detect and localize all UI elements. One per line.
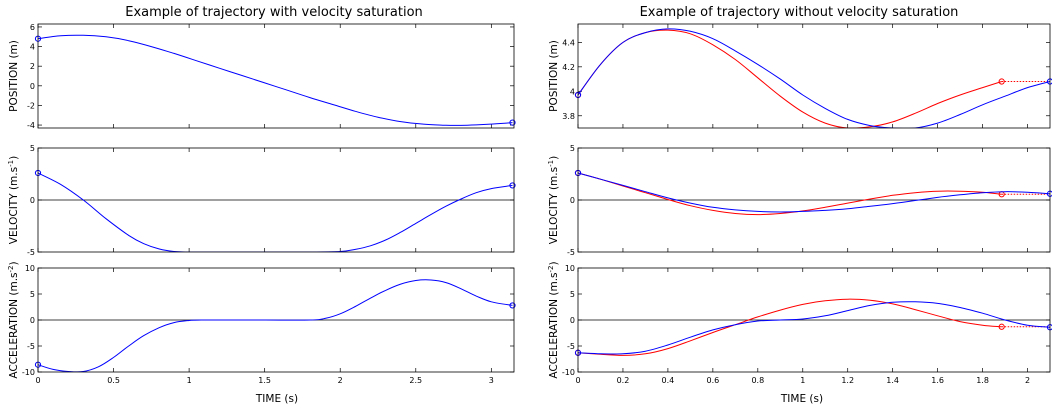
left-acceleration-ytick-label: -10 — [22, 368, 35, 377]
right-acceleration-series-blue — [578, 301, 1050, 355]
right-xtick-label: 1.6 — [931, 376, 944, 385]
left-velocity-series-blue — [38, 172, 513, 252]
right-position-ytick-label: 4.2 — [562, 63, 575, 72]
right-position-ytick-label: 4 — [570, 87, 575, 96]
right-velocity-ytick-label: 5 — [570, 144, 575, 153]
right-xtick-label: 1.4 — [886, 376, 899, 385]
left-velocity-ytick-label: 0 — [30, 196, 35, 205]
left-xtick-label: 0 — [35, 376, 40, 385]
right-chart-title: Example of trajectory without velocity s… — [640, 5, 959, 20]
right-position-ytick-label: 4.4 — [562, 38, 575, 47]
left-acceleration-frame — [37, 267, 515, 373]
right-position-endpoint-red — [998, 78, 1005, 85]
right-acceleration-endpoint-red — [998, 323, 1005, 330]
right-xtick-label: 0 — [575, 376, 580, 385]
left-velocity-ytick-label: 5 — [30, 144, 35, 153]
right-position-subplot: 3.8 4 4.2 4.4 — [562, 23, 1052, 129]
right-acceleration-series-red — [578, 298, 1002, 356]
left-xtick-label: 2 — [338, 376, 343, 385]
right-xtick-label: 2 — [1025, 376, 1030, 385]
left-acceleration-ytick-label: 5 — [30, 290, 35, 299]
right-velocity-frame — [577, 147, 1051, 253]
left-position-series-blue — [38, 34, 513, 126]
right-xtick-label: 1.8 — [976, 376, 989, 385]
right-acceleration-ytick-label: -10 — [562, 368, 575, 377]
left-position-ytick-label: 6 — [30, 23, 35, 32]
right-position-frame — [577, 23, 1051, 129]
left-velocity-endpoint-blue — [509, 182, 516, 189]
right-velocity-series-red — [578, 172, 1002, 216]
left-xtick-label: 1 — [187, 376, 192, 385]
left-velocity-y-label: VELOCITY (m.s-1) — [7, 156, 20, 244]
right-position-y-label: POSITION (m) — [548, 40, 560, 112]
right-xtick-label: 0.2 — [617, 376, 630, 385]
right-position-series-red — [578, 29, 1002, 128]
right-x-axis-label: TIME (s) — [780, 393, 823, 405]
left-position-ytick-label: -2 — [27, 101, 35, 110]
right-velocity-series-blue — [578, 172, 1050, 213]
left-xtick-label: 2.5 — [409, 376, 422, 385]
left-acceleration-ytick-label: -5 — [27, 342, 35, 351]
left-position-ytick-label: 2 — [30, 62, 35, 71]
left-position-ytick-label: 0 — [30, 82, 35, 91]
right-acceleration-ytick-label: 0 — [570, 316, 575, 325]
left-acceleration-y-label: ACCELERATION (m.s-2) — [7, 261, 20, 378]
right-acceleration-y-label: ACCELERATION (m.s-2) — [547, 261, 560, 378]
right-acceleration-ytick-label: 5 — [570, 290, 575, 299]
left-chart-title: Example of trajectory with velocity satu… — [125, 5, 423, 20]
left-position-endpoint-blue — [509, 119, 516, 126]
right-position-ytick-label: 3.8 — [562, 112, 575, 121]
right-velocity-ytick-label: 0 — [570, 196, 575, 205]
left-xtick-label: 3 — [489, 376, 494, 385]
left-position-ytick-label: -4 — [27, 121, 35, 130]
left-velocity-ytick-label: -5 — [27, 248, 35, 257]
left-acceleration-endpoint-blue — [509, 302, 516, 309]
right-velocity-ytick-label: -5 — [567, 248, 575, 257]
right-xtick-label: 1.2 — [841, 376, 854, 385]
left-acceleration-ytick-label: 0 — [30, 316, 35, 325]
right-xtick-label: 0.6 — [706, 376, 719, 385]
left-velocity-subplot: -5 0 5 — [27, 144, 516, 257]
right-acceleration-frame — [577, 267, 1051, 373]
left-xtick-label: 1.5 — [258, 376, 271, 385]
left-acceleration-ytick-label: 10 — [25, 264, 35, 273]
left-position-subplot: -4 -2 0 2 4 6 — [27, 23, 516, 130]
right-acceleration-subplot: -10 -5 0 5 10 0 0.2 0.4 0.6 0.8 1 1.2 1.4 1.6 1.8 2 — [562, 264, 1052, 385]
right-velocity-subplot: -5 0 5 — [567, 144, 1052, 257]
left-x-axis-label: TIME (s) — [255, 393, 298, 405]
right-xtick-label: 0.4 — [662, 376, 675, 385]
left-position-frame — [37, 23, 515, 129]
left-acceleration-subplot: -10 -5 0 5 10 0 0.5 1 1.5 2 2.5 3 — [22, 264, 516, 385]
left-xtick-label: 0.5 — [107, 376, 120, 385]
right-xtick-label: 0.8 — [751, 376, 764, 385]
right-acceleration-ytick-label: 10 — [565, 264, 575, 273]
right-acceleration-ytick-label: -5 — [567, 342, 575, 351]
left-acceleration-series-blue — [38, 279, 513, 372]
left-position-ytick-label: 4 — [30, 43, 35, 52]
left-velocity-frame — [37, 147, 515, 253]
left-position-y-label: POSITION (m) — [8, 40, 20, 112]
right-xtick-label: 1 — [800, 376, 805, 385]
right-position-series-blue — [578, 28, 1050, 128]
right-velocity-y-label: VELOCITY (m.s-1) — [547, 156, 560, 244]
